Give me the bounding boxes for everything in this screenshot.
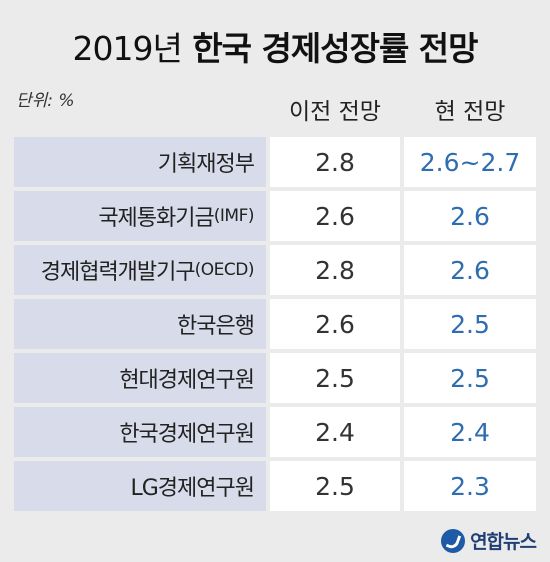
header-previous-forecast: 이전 전망 [289,99,381,125]
previous-forecast-value: 2.8 [270,245,400,295]
institution-name: LG경제연구원 [130,476,255,501]
title-year: 2019년 [72,29,182,68]
institution-cell: 기획재정부 [14,137,266,187]
page-title: 2019년 한국 경제성장률 전망 [0,22,550,70]
header-current-forecast: 현 전망 [434,99,506,125]
previous-forecast-value: 2.8 [270,137,400,187]
yonhap-logo-text: 연합뉴스 [470,531,537,553]
institution-name: 한국경제연구원 [119,422,255,447]
table-row: LG경제연구원 2.5 2.3 [14,461,536,511]
previous-forecast-value: 2.6 [270,299,400,349]
institution-name: 경제협력개발기구 [40,260,196,285]
institution-name: 한국은행 [177,314,255,339]
previous-forecast-value: 2.5 [270,353,400,403]
current-forecast-value: 2.5 [404,299,536,349]
current-forecast-value: 2.3 [404,461,536,511]
current-forecast-value: 2.5 [404,353,536,403]
institution-name: 국제통화기금 [98,206,214,231]
table-row: 경제협력개발기구 (OECD) 2.8 2.6 [14,245,536,295]
institution-cell: 한국경제연구원 [14,407,266,457]
current-forecast-value: 2.6 [404,191,536,241]
previous-forecast-value: 2.5 [270,461,400,511]
institution-name: 현대경제연구원 [119,368,255,393]
institution-cell: LG경제연구원 [14,461,266,511]
institution-cell: 한국은행 [14,299,266,349]
table-row: 한국은행 2.6 2.5 [14,299,536,349]
current-forecast-value: 2.6~2.7 [404,137,536,187]
current-forecast-value: 2.6 [404,245,536,295]
institution-cell: 현대경제연구원 [14,353,266,403]
table-row: 현대경제연구원 2.5 2.5 [14,353,536,403]
yonhap-logo-icon [441,528,466,553]
table-row: 국제통화기금 (IMF) 2.6 2.6 [14,191,536,241]
title-main: 한국 경제성장률 전망 [192,29,478,68]
institution-cell: 경제협력개발기구 (OECD) [14,245,266,295]
yonhap-logo: 연합뉴스 [441,527,537,554]
institution-cell: 국제통화기금 (IMF) [14,191,266,241]
table-row: 기획재정부 2.8 2.6~2.7 [14,137,536,187]
institution-name: 기획재정부 [157,152,255,177]
table-row: 한국경제연구원 2.4 2.4 [14,407,536,457]
current-forecast-value: 2.4 [404,407,536,457]
institution-abbr: (OECD) [194,260,255,280]
previous-forecast-value: 2.6 [270,191,400,241]
previous-forecast-value: 2.4 [270,407,400,457]
institution-abbr: (IMF) [213,206,255,226]
unit-label: 단위: % [16,91,75,111]
